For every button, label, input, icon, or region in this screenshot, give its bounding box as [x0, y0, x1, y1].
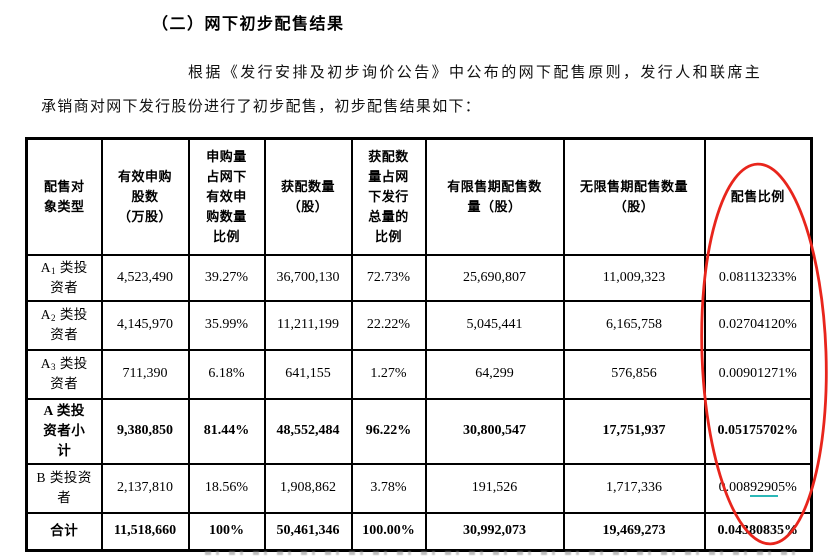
- cell: 191,526: [424, 462, 565, 514]
- cell-placement-ratio: 0.02704120%: [703, 299, 813, 351]
- proofing-underline: 9290: [750, 480, 779, 497]
- cell: 35.99%: [187, 299, 266, 351]
- cell: 48,552,484: [263, 397, 353, 465]
- table-header-row: 配售对 象类型 有效申购 股数 （万股） 申购量 占网下 有效申 购数量 比例 …: [25, 137, 813, 256]
- cell: 64,299: [424, 348, 565, 400]
- cell: 1,908,862: [263, 462, 353, 514]
- cell: 50,461,346: [263, 511, 353, 552]
- cell-placement-ratio: 0.08113233%: [703, 253, 813, 302]
- row-label-total: 合计: [25, 511, 103, 552]
- cell: 22.22%: [350, 299, 427, 351]
- cell: 6.18%: [187, 348, 266, 400]
- cell: 4,145,970: [100, 299, 190, 351]
- row-label-b: B 类投资 者: [25, 462, 103, 514]
- cell: 576,856: [562, 348, 706, 400]
- table-row-a1: A1 类投 资者 4,523,490 39.27% 36,700,130 72.…: [25, 253, 813, 302]
- cell: 72.73%: [350, 253, 427, 302]
- cell-placement-ratio: 0.04380835%: [703, 511, 813, 552]
- section-heading: （二）网下初步配售结果: [152, 16, 345, 33]
- table-row-b: B 类投资 者 2,137,810 18.56% 1,908,862 3.78%…: [25, 462, 813, 514]
- cell: 3.78%: [350, 462, 427, 514]
- row-label-a1: A1 类投 资者: [25, 253, 103, 302]
- cell: 100.00%: [350, 511, 427, 552]
- cutoff-next-line-artifact: [205, 551, 805, 555]
- cell: 18.56%: [187, 462, 266, 514]
- table-row-total: 合计 11,518,660 100% 50,461,346 100.00% 30…: [25, 511, 813, 552]
- table-row-a3: A3 类投 资者 711,390 6.18% 641,155 1.27% 64,…: [25, 348, 813, 400]
- cell: 1.27%: [350, 348, 427, 400]
- row-label-a2: A2 类投 资者: [25, 299, 103, 351]
- col-header-valid-subscription: 有效申购 股数 （万股）: [100, 137, 190, 256]
- col-header-restricted-shares: 有限售期配售数 量（股）: [424, 137, 565, 256]
- cell: 17,751,937: [562, 397, 706, 465]
- cell: 30,800,547: [424, 397, 565, 465]
- cell: 39.27%: [187, 253, 266, 302]
- cell: 6,165,758: [562, 299, 706, 351]
- cell: 5,045,441: [424, 299, 565, 351]
- table-row-a2: A2 类投 资者 4,145,970 35.99% 11,211,199 22.…: [25, 299, 813, 351]
- cell: 4,523,490: [100, 253, 190, 302]
- col-header-investor-type: 配售对 象类型: [25, 137, 103, 256]
- cell: 11,518,660: [100, 511, 190, 552]
- cell: 30,992,073: [424, 511, 565, 552]
- col-header-allocated-ratio-of-total: 获配数 量占网 下发行 总量的 比例: [350, 137, 427, 256]
- cell: 711,390: [100, 348, 190, 400]
- cell: 25,690,807: [424, 253, 565, 302]
- cell: 11,009,323: [562, 253, 706, 302]
- cell: 36,700,130: [263, 253, 353, 302]
- cell-placement-ratio-b: 0.00892905%: [703, 462, 813, 514]
- paragraph-line-1: 根据《发行安排及初步询价公告》中公布的网下配售原则，发行人和联席主: [188, 65, 763, 81]
- cell-placement-ratio: 0.05175702%: [703, 397, 813, 465]
- cell: 100%: [187, 511, 266, 552]
- table-row-a-subtotal: A 类投 资者小 计 9,380,850 81.44% 48,552,484 9…: [25, 397, 813, 465]
- cell: 19,469,273: [562, 511, 706, 552]
- paragraph-line-2: 承销商对网下发行股份进行了初步配售，初步配售结果如下：: [41, 99, 482, 115]
- cell: 2,137,810: [100, 462, 190, 514]
- col-header-subscription-ratio: 申购量 占网下 有效申 购数量 比例: [187, 137, 266, 256]
- row-label-a-subtotal: A 类投 资者小 计: [25, 397, 103, 465]
- row-label-a3: A3 类投 资者: [25, 348, 103, 400]
- cell: 96.22%: [350, 397, 427, 465]
- cell: 81.44%: [187, 397, 266, 465]
- col-header-unrestricted-shares: 无限售期配售数量 （股）: [562, 137, 706, 256]
- cell: 1,717,336: [562, 462, 706, 514]
- cell: 11,211,199: [263, 299, 353, 351]
- col-header-allocated-shares: 获配数量 （股）: [263, 137, 353, 256]
- cell: 9,380,850: [100, 397, 190, 465]
- cell-placement-ratio: 0.00901271%: [703, 348, 813, 400]
- col-header-placement-ratio: 配售比例: [703, 137, 813, 256]
- cell: 641,155: [263, 348, 353, 400]
- allocation-result-table: 配售对 象类型 有效申购 股数 （万股） 申购量 占网下 有效申 购数量 比例 …: [25, 137, 813, 552]
